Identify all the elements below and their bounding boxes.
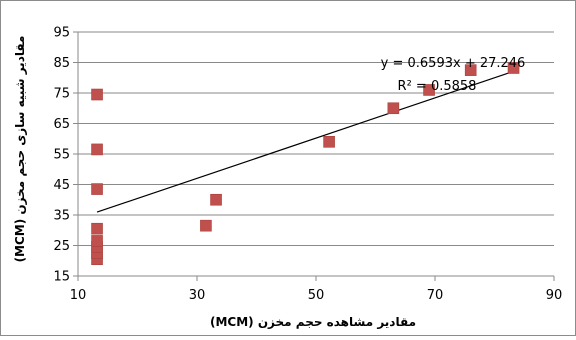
data-point	[507, 62, 520, 74]
data-point	[387, 102, 400, 115]
x-tick-label: 50	[308, 288, 325, 303]
x-tick-label: 90	[546, 288, 563, 303]
x-tick-label: 10	[70, 288, 87, 303]
data-point	[464, 64, 477, 76]
equation-label: y = 0.6593x + 27.246	[381, 56, 526, 71]
y-tick-label: 25	[53, 239, 70, 254]
data-point	[91, 235, 103, 247]
scatter-chart: 15 25 35 45 55 65 75 85 95 10 30 50 70 90 y = 0.6593x…	[13, 26, 562, 330]
grid-lines	[78, 31, 554, 246]
y-tick-label: 65	[53, 117, 70, 132]
y-axis-title: مقادیر شبیه سازی حجم مخزن (MCM)	[13, 36, 27, 263]
y-tick-label: 45	[53, 178, 70, 193]
r-squared-label: R² = 0.5858	[398, 79, 477, 94]
trendline	[96, 70, 514, 213]
y-tick-label: 35	[53, 209, 70, 224]
data-point	[91, 183, 103, 195]
data-point	[91, 222, 103, 235]
data-point	[200, 219, 212, 232]
x-tick-label: 70	[427, 288, 444, 303]
data-points	[91, 62, 520, 266]
trendline-group	[96, 70, 514, 213]
y-tick-label: 75	[53, 87, 70, 102]
x-axis-title: مقادیر مشاهده حجم مخزن (MCM)	[210, 315, 416, 329]
y-tick-label: 55	[53, 148, 70, 163]
y-tick-label: 15	[53, 270, 70, 285]
x-tick-label: 30	[189, 288, 206, 303]
tick-labels: 15 25 35 45 55 65 75 85 95 10 30 50 70 90	[53, 26, 562, 304]
data-point	[423, 84, 435, 96]
axes	[73, 31, 555, 281]
data-point	[91, 88, 103, 101]
data-point	[210, 193, 222, 206]
data-point	[91, 143, 103, 156]
y-tick-label: 85	[53, 56, 70, 71]
y-tick-label: 95	[53, 26, 70, 41]
data-point	[323, 136, 335, 148]
